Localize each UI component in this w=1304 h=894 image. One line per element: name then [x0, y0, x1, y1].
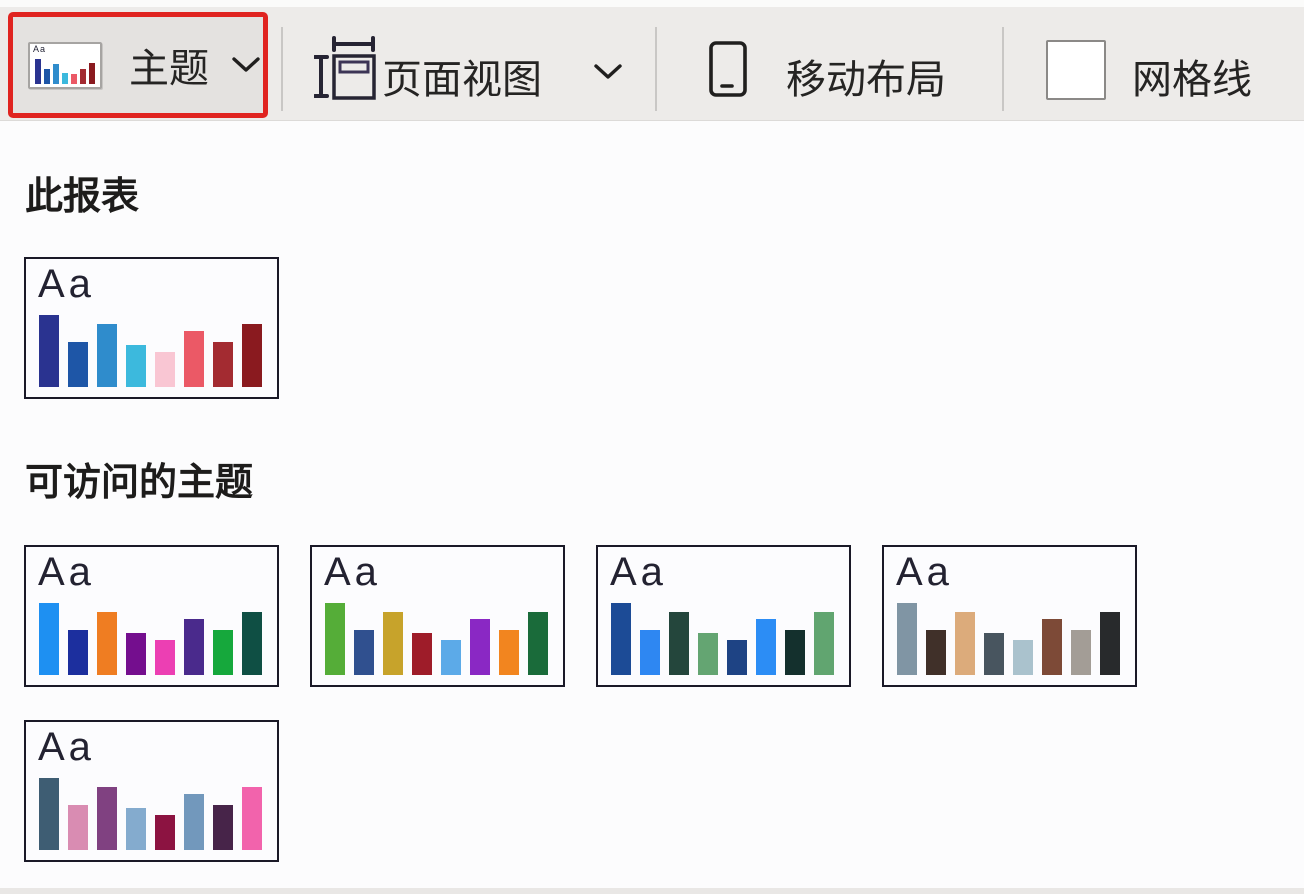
section-title-accessible-themes: 可访问的主题: [25, 462, 254, 504]
gridlines-checkbox[interactable]: [1046, 40, 1106, 100]
theme-color-bar: [727, 640, 747, 675]
theme-color-bar: [39, 315, 59, 387]
theme-color-bars: [611, 603, 834, 675]
toolbar-divider: [655, 27, 657, 111]
theme-color-bar: [354, 630, 374, 675]
theme-color-bar: [756, 619, 776, 675]
theme-color-bar: [640, 630, 660, 675]
theme-color-bar: [184, 794, 204, 850]
theme-color-bar: [814, 612, 834, 675]
theme-color-bar: [499, 630, 519, 675]
ribbon-toolbar: Aa 主题 页面视图 移动布局 网格线: [0, 0, 1304, 121]
theme-color-bar: [126, 633, 146, 675]
chevron-down-icon: [232, 57, 260, 72]
theme-color-bar: [68, 805, 88, 850]
theme-color-bar: [39, 603, 59, 675]
theme-color-bars: [897, 603, 1120, 675]
theme-color-bar: [155, 352, 175, 387]
theme-color-bar: [155, 815, 175, 850]
theme-color-bar: [68, 630, 88, 675]
theme-thumbnail[interactable]: Aa: [310, 545, 565, 687]
section-title-this-report: 此报表: [25, 176, 140, 218]
theme-color-bar: [213, 630, 233, 675]
theme-thumbnail[interactable]: Aa: [24, 720, 279, 862]
theme-color-bar: [97, 787, 117, 850]
theme-color-bar: [213, 805, 233, 850]
theme-color-bar: [242, 324, 262, 387]
theme-color-bar: [984, 633, 1004, 675]
theme-button[interactable]: Aa 主题: [8, 12, 268, 118]
theme-color-bar: [470, 619, 490, 675]
mobile-layout-button[interactable]: 移动布局: [786, 58, 946, 102]
theme-color-bars: [39, 603, 262, 675]
this-report-theme-grid: Aa: [24, 257, 1169, 399]
chevron-down-icon[interactable]: [593, 63, 623, 81]
theme-mini-chart-sample-text: Aa: [33, 43, 47, 54]
page-view-button[interactable]: 页面视图: [382, 58, 542, 102]
theme-thumbnail[interactable]: Aa: [882, 545, 1137, 687]
theme-sample-text: Aa: [38, 550, 95, 594]
theme-color-bar: [955, 612, 975, 675]
theme-color-bar: [412, 633, 432, 675]
toolbar-divider: [1002, 27, 1004, 111]
mini-chart-bar: [80, 68, 86, 84]
mobile-phone-icon: [709, 41, 747, 97]
theme-color-bars: [325, 603, 548, 675]
theme-color-bar: [184, 619, 204, 675]
window-bottom-edge: [0, 888, 1304, 894]
theme-color-bar: [97, 324, 117, 387]
theme-color-bar: [184, 331, 204, 387]
theme-color-bars: [39, 778, 262, 850]
theme-color-bar: [1042, 619, 1062, 675]
mini-chart-bar: [89, 62, 95, 84]
mini-chart-bar: [35, 58, 41, 84]
theme-thumbnail[interactable]: Aa: [24, 545, 279, 687]
theme-color-bar: [39, 778, 59, 850]
theme-color-bar: [1100, 612, 1120, 675]
theme-color-bar: [126, 808, 146, 850]
toolbar-divider: [281, 27, 283, 111]
theme-dropdown-panel: 此报表 Aa 可访问的主题 Aa Aa Aa Aa Aa: [0, 121, 1304, 888]
theme-color-bar: [785, 630, 805, 675]
theme-button-label: 主题: [129, 47, 209, 91]
mini-chart-bar: [53, 63, 59, 84]
theme-sample-text: Aa: [38, 725, 95, 769]
theme-mini-chart-bars: [35, 58, 96, 84]
theme-mini-chart-icon: Aa: [28, 41, 102, 89]
theme-sample-text: Aa: [38, 262, 95, 306]
theme-color-bar: [926, 630, 946, 675]
mini-chart-bar: [62, 72, 68, 84]
theme-color-bar: [242, 787, 262, 850]
theme-color-bar: [126, 345, 146, 387]
accessible-theme-grid: Aa Aa Aa Aa Aa: [24, 545, 1169, 862]
theme-color-bar: [242, 612, 262, 675]
theme-color-bar: [155, 640, 175, 675]
theme-color-bar: [1071, 630, 1091, 675]
theme-color-bar: [383, 612, 403, 675]
theme-color-bar: [611, 603, 631, 675]
mini-chart-bar: [44, 68, 50, 84]
theme-color-bar: [698, 633, 718, 675]
theme-sample-text: Aa: [324, 550, 381, 594]
theme-color-bar: [669, 612, 689, 675]
theme-thumbnail[interactable]: Aa: [596, 545, 851, 687]
theme-sample-text: Aa: [896, 550, 953, 594]
mini-chart-bar: [71, 73, 77, 84]
theme-color-bar: [528, 612, 548, 675]
theme-color-bar: [325, 603, 345, 675]
theme-color-bars: [39, 315, 262, 387]
theme-color-bar: [68, 342, 88, 387]
theme-sample-text: Aa: [610, 550, 667, 594]
theme-color-bar: [1013, 640, 1033, 675]
theme-color-bar: [897, 603, 917, 675]
theme-color-bar: [213, 342, 233, 387]
theme-color-bar: [97, 612, 117, 675]
theme-thumbnail[interactable]: Aa: [24, 257, 279, 399]
theme-color-bar: [441, 640, 461, 675]
page-view-icon: [314, 36, 376, 100]
gridlines-label: 网格线: [1132, 58, 1252, 102]
